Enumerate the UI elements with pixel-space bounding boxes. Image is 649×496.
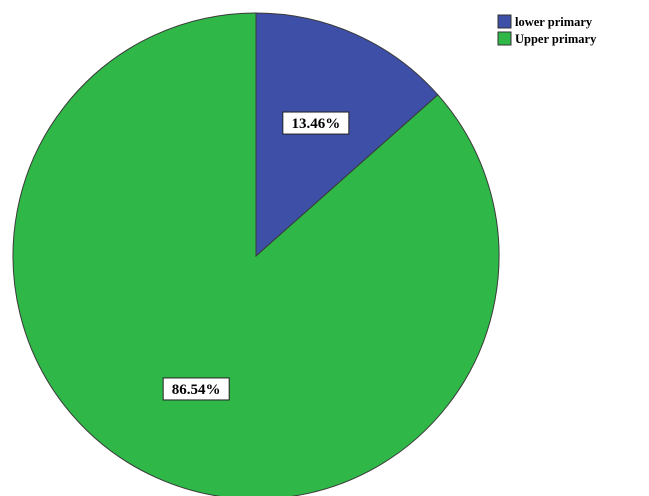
pie-data-labels: 13.46% 86.54% — [162, 111, 350, 401]
data-label-text: 13.46% — [291, 116, 340, 132]
data-label-lower-primary: 13.46% — [282, 111, 350, 135]
pie-slices — [12, 12, 500, 496]
legend-swatch-lower-primary — [497, 14, 512, 29]
legend-label-lower-primary: lower primary — [515, 15, 593, 29]
legend-label-upper-primary: Upper primary — [515, 32, 597, 46]
data-label-text: 86.54% — [172, 382, 221, 398]
legend: lower primary Upper primary — [497, 14, 597, 46]
legend-swatch-upper-primary — [497, 31, 512, 46]
data-label-upper-primary: 86.54% — [162, 377, 230, 401]
data-label-box — [162, 377, 230, 401]
data-label-box — [282, 111, 350, 135]
pie-slice-upper-primary — [12, 12, 500, 496]
